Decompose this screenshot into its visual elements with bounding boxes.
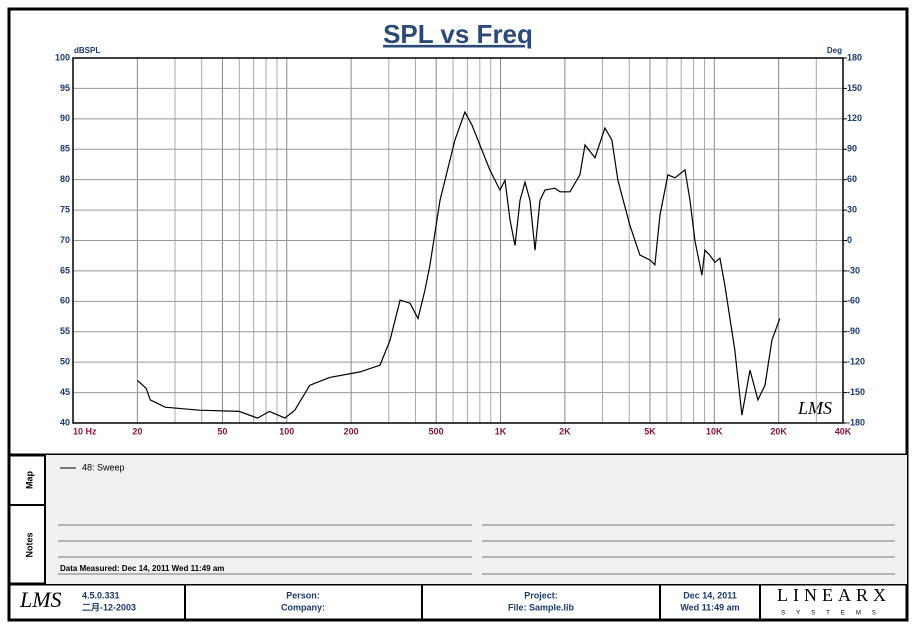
x-tick-label: 10K — [706, 426, 723, 436]
map-label: Map — [24, 470, 34, 489]
x-tick-label: 10 Hz — [73, 426, 97, 436]
panel-bg — [45, 455, 907, 584]
x-tick-label: 20K — [770, 426, 787, 436]
plot-frame — [72, 57, 844, 424]
x-tick-label: 5K — [644, 426, 656, 436]
y2-tick-label: 150 — [847, 83, 862, 93]
file: File: Sample.lib — [508, 602, 575, 612]
y-tick-label: 70 — [60, 235, 70, 245]
x-tick-label: 500 — [429, 426, 444, 436]
date: Dec 14, 2011 — [683, 590, 737, 600]
measured-note: Data Measured: Dec 14, 2011 Wed 11:49 am — [60, 564, 224, 573]
spl-line — [136, 110, 781, 419]
logo: LMS — [19, 587, 62, 612]
y2-tick-label: 30 — [847, 204, 857, 214]
company: Company: — [281, 602, 325, 612]
x-tick-label: 40K — [835, 426, 852, 436]
y2-tick-label: 0 — [847, 235, 852, 245]
x-tick-label: 200 — [344, 426, 359, 436]
watermark: LMS — [797, 398, 832, 418]
y-tick-label: 95 — [60, 83, 70, 93]
y2-tick-label: 120 — [847, 113, 862, 123]
outer-frame — [7, 7, 909, 622]
version: 4.5.0.331 — [82, 590, 120, 600]
note-lines — [58, 524, 895, 575]
notes-label: Notes — [24, 532, 34, 557]
project: Project: — [524, 590, 558, 600]
y2-tick-label: -30 — [847, 265, 860, 275]
legend-entry: 48: Sweep — [82, 462, 125, 472]
person: Person: — [286, 590, 320, 600]
footer-dividers — [184, 584, 761, 620]
y2-tick-label: 60 — [847, 174, 857, 184]
y-tick-label: 50 — [60, 357, 70, 367]
y-tick-label: 65 — [60, 265, 70, 275]
y2-tick-label: -90 — [847, 326, 860, 336]
y-tick-label: 45 — [60, 387, 70, 397]
y-tick-label: 55 — [60, 326, 70, 336]
y-tick-label: 40 — [60, 417, 70, 427]
x-tick-label: 2K — [559, 426, 571, 436]
y-tick-label: 100 — [55, 52, 70, 62]
brand: LINEARX — [777, 585, 891, 605]
x-tick-label: 20 — [132, 426, 142, 436]
y2-tick-label: 180 — [847, 52, 862, 62]
x-tick-label: 1K — [495, 426, 507, 436]
y2-tick-label: -180 — [847, 417, 865, 427]
time: Wed 11:49 am — [680, 602, 739, 612]
date-code: 二月-12-2003 — [82, 602, 136, 612]
y-tick-label: 80 — [60, 174, 70, 184]
y-tick-label: 85 — [60, 144, 70, 154]
brand-sub: SYSTEMS — [781, 611, 887, 617]
y-tick-label: 90 — [60, 113, 70, 123]
x-tick-label: 50 — [217, 426, 227, 436]
y2-tick-label: -150 — [847, 387, 865, 397]
y-axis-label: dBSPL — [74, 46, 100, 55]
y2-tick-label: 90 — [847, 144, 857, 154]
y-tick-label: 75 — [60, 204, 70, 214]
y2-tick-label: -60 — [847, 296, 860, 306]
y-tick-label: 60 — [60, 296, 70, 306]
y2-axis-label: Deg — [827, 46, 842, 55]
y2-tick-label: -120 — [847, 357, 865, 367]
x-tick-label: 100 — [279, 426, 294, 436]
chart-title: SPL vs Freq — [383, 19, 533, 49]
